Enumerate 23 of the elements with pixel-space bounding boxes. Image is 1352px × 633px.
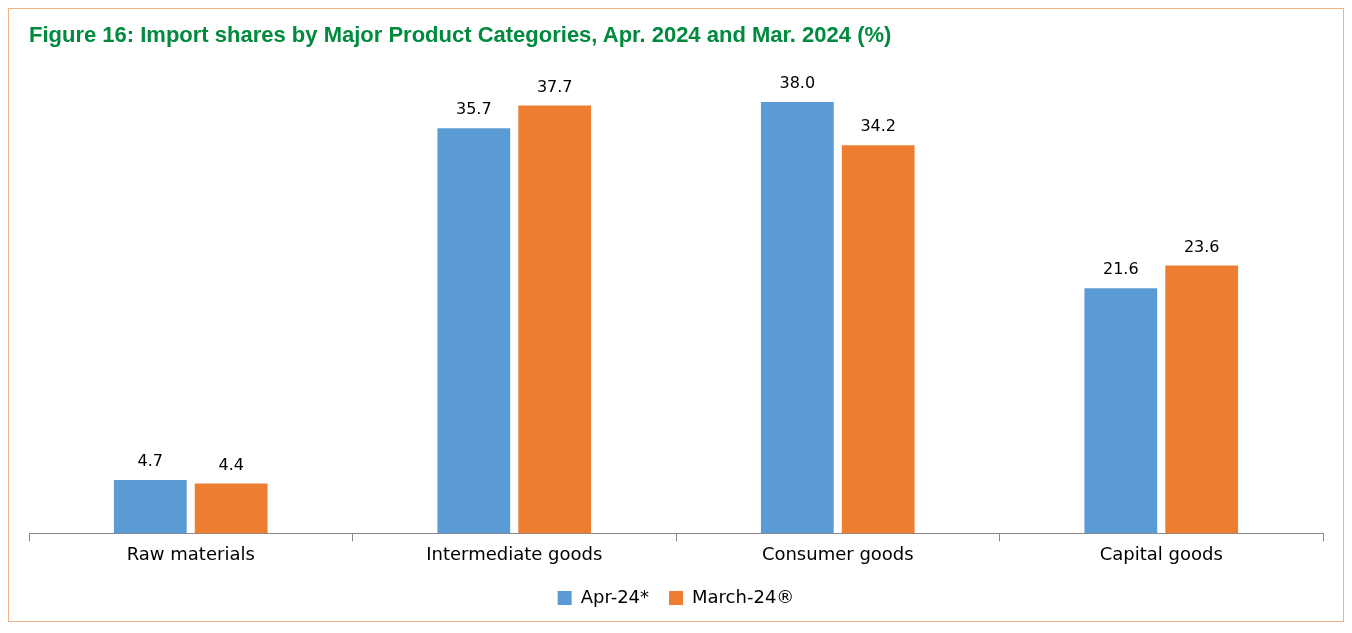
bar: [1165, 265, 1239, 534]
bar: [518, 105, 592, 534]
bar: [194, 483, 268, 534]
data-label: 4.7: [137, 451, 164, 471]
bar: [113, 480, 187, 534]
data-label: 23.6: [1183, 236, 1220, 256]
data-label: 34.2: [860, 116, 896, 136]
data-label: 35.7: [456, 99, 492, 119]
x-tick-label: Capital goods: [1099, 542, 1223, 564]
data-label: 38.0: [779, 73, 816, 93]
bar: [760, 102, 834, 534]
x-tick-label: Raw materials: [126, 542, 255, 564]
chart-title: Figure 16: Import shares by Major Product Categories, Apr. 2024 and Mar. 2024 (%): [29, 22, 892, 48]
data-label: 21.6: [1103, 259, 1139, 279]
x-tick-label: Consumer goods: [761, 542, 914, 564]
bar: [437, 128, 511, 534]
data-label: 4.4: [218, 454, 244, 474]
bar: [1084, 288, 1158, 534]
legend-label: March-24®: [692, 585, 795, 607]
x-tick-label: Intermediate goods: [426, 542, 603, 564]
legend-label: Apr-24*: [580, 585, 650, 607]
data-label: 37.7: [536, 76, 573, 96]
bar: [841, 145, 915, 534]
